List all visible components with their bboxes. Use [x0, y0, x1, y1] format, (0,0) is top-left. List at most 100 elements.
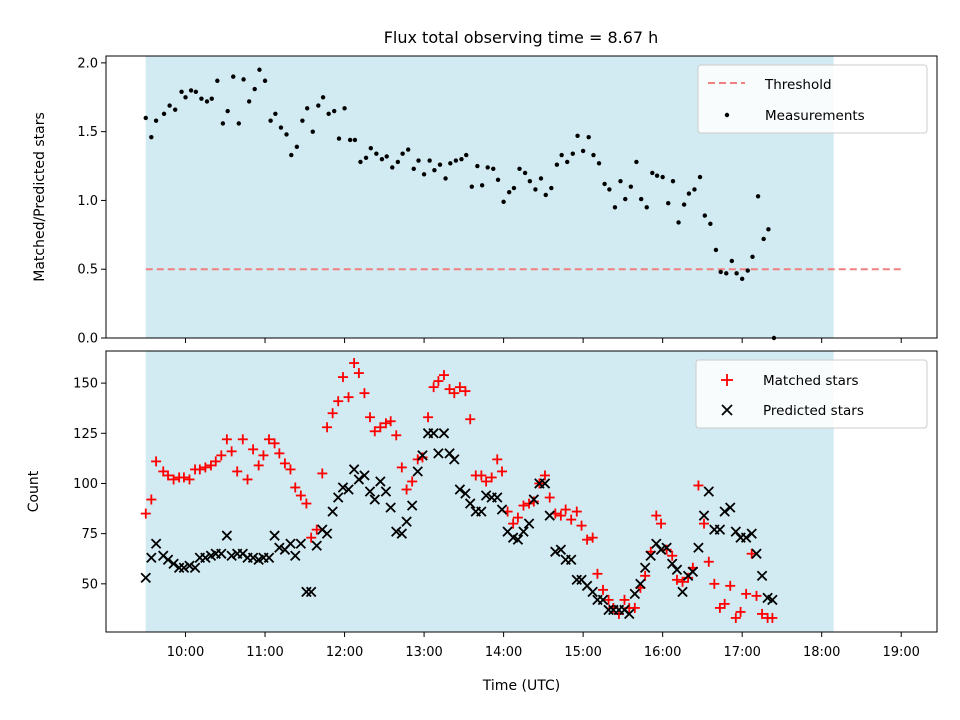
measurement-point — [745, 268, 750, 273]
y-tick-label: 75 — [81, 527, 98, 542]
measurement-point — [149, 134, 154, 140]
matched-star-marker — [719, 598, 730, 609]
matched-star-marker — [661, 544, 672, 555]
x-axis-label: Time (UTC) — [482, 678, 560, 694]
measurement-point — [284, 132, 289, 137]
matched-star-marker — [306, 532, 317, 543]
measurement-point — [405, 147, 411, 152]
matched-star-marker — [269, 438, 280, 449]
predicted-star-marker — [544, 510, 555, 521]
y-tick-label: 2.0 — [77, 56, 98, 71]
predicted-star-marker — [635, 578, 646, 590]
predicted-star-marker — [476, 506, 487, 517]
predicted-star-marker — [512, 534, 524, 545]
predicted-marker-b — [635, 578, 646, 590]
measurement-point — [352, 137, 358, 143]
predicted-star-marker — [725, 502, 736, 513]
predicted-star-marker — [756, 570, 768, 582]
predicted-marker-b — [746, 528, 757, 539]
matched-star-marker — [178, 472, 189, 483]
measurement-point — [427, 158, 432, 163]
predicted-marker-b — [295, 538, 307, 549]
measurement-point — [670, 178, 676, 184]
predicted-star-marker — [200, 552, 211, 563]
predicted-marker-b — [523, 518, 535, 529]
bottom-legend-box — [695, 359, 928, 429]
matched-star-marker — [333, 396, 344, 407]
predicted-marker-b — [364, 486, 376, 497]
matched-star-marker — [693, 480, 704, 491]
predicted-star-marker — [417, 450, 428, 461]
predicted-marker-b — [263, 552, 275, 563]
measurement-point — [713, 247, 719, 253]
predicted-star-marker — [428, 428, 439, 439]
predicted-marker-b — [597, 594, 609, 606]
predicted-stars-series — [140, 428, 778, 620]
predicted-star-marker — [587, 586, 598, 598]
legend-threshold-label: Threshold — [764, 77, 832, 93]
predicted-marker-b — [565, 554, 577, 565]
predicted-marker-b — [173, 562, 185, 574]
predicted-star-marker — [661, 542, 672, 553]
predicted-marker-b — [433, 448, 444, 459]
predicted-marker-b — [740, 532, 752, 543]
measurement-point — [692, 187, 697, 192]
measurement-point — [660, 174, 665, 180]
matched-star-marker — [555, 510, 566, 521]
matched-star-marker — [168, 474, 179, 485]
matched-star-marker — [603, 594, 614, 605]
predicted-marker-b — [438, 428, 450, 439]
predicted-marker-b — [730, 526, 742, 537]
measurement-point — [612, 205, 618, 210]
predicted-star-marker — [359, 470, 370, 481]
predicted-star-marker — [168, 558, 179, 569]
predicted-marker-b — [687, 566, 699, 578]
matched-star-marker — [767, 612, 778, 623]
matched-star-marker — [317, 468, 328, 479]
predicted-marker-b — [337, 482, 349, 493]
measurement-point — [437, 162, 443, 167]
predicted-star-marker — [645, 550, 656, 561]
measurement-point — [602, 181, 607, 187]
measurement-point — [591, 152, 596, 158]
measurement-point — [374, 151, 379, 156]
measurement-point — [215, 78, 220, 83]
measurement-point — [342, 106, 347, 111]
predicted-star-marker — [433, 448, 444, 459]
measurement-point — [231, 74, 236, 79]
predicted-marker-b — [162, 554, 174, 565]
measurement-point — [363, 155, 369, 160]
measurement-point — [623, 196, 628, 202]
matched-star-marker — [592, 568, 603, 579]
measurement-point — [479, 183, 485, 188]
measurement-point — [634, 159, 639, 165]
y-tick-label: 50 — [81, 577, 98, 592]
measurement-point — [676, 220, 681, 225]
predicted-star-marker — [269, 530, 280, 541]
matched-star-marker — [629, 602, 640, 613]
measurement-point — [358, 159, 363, 165]
measurement-point — [580, 148, 586, 154]
measurement-point — [316, 103, 321, 108]
matched-star-marker — [375, 422, 386, 433]
measurement-point — [236, 121, 242, 126]
x-tick-label: 13:00 — [405, 645, 442, 660]
predicted-marker-b — [359, 470, 370, 481]
predicted-star-marker — [263, 552, 275, 563]
top-legend: Threshold Measurements — [697, 64, 928, 134]
predicted-marker-b — [714, 524, 726, 535]
x-tick-label: 15:00 — [564, 645, 601, 660]
predicted-marker-b — [528, 494, 540, 505]
predicted-marker-b — [369, 494, 381, 505]
predicted-star-marker — [624, 608, 635, 620]
predicted-marker-b — [348, 464, 360, 475]
measurement-point — [522, 170, 528, 176]
matched-star-marker — [290, 482, 301, 493]
matched-star-marker — [433, 376, 444, 387]
predicted-marker-b — [751, 548, 762, 559]
matched-star-marker — [253, 460, 264, 471]
predicted-marker-b — [200, 552, 211, 563]
matched-star-marker — [656, 518, 667, 529]
measurement-point — [686, 191, 692, 196]
